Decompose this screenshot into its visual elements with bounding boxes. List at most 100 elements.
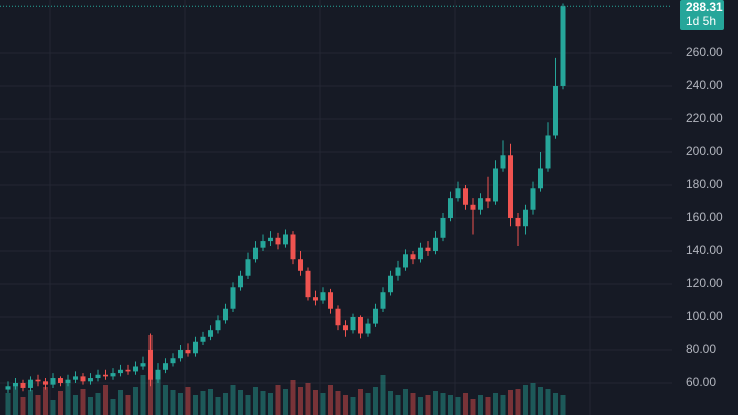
candle-body — [65, 379, 71, 383]
candle-body — [253, 247, 258, 260]
volume-bar — [268, 393, 273, 415]
candle-body — [313, 297, 318, 301]
candle-body — [103, 374, 108, 377]
volume-bar — [455, 397, 461, 415]
volume-bar — [140, 375, 146, 415]
candle-body — [493, 168, 498, 202]
volume-bar — [283, 389, 288, 415]
volume-bar — [403, 389, 408, 415]
volume-bar — [185, 387, 191, 415]
candle-body — [88, 378, 93, 382]
volume-bar — [193, 395, 198, 415]
y-tick-label: 260.00 — [686, 45, 723, 59]
volume-bar — [155, 380, 161, 415]
candle-body — [230, 287, 236, 309]
volume-bar — [178, 393, 183, 415]
volume-bar — [238, 390, 243, 415]
candle-body — [418, 247, 423, 260]
candle-body — [200, 336, 206, 342]
y-tick-label: 60.00 — [686, 375, 716, 389]
y-tick-label: 140.00 — [686, 243, 723, 257]
candle-body — [80, 376, 86, 382]
volume-bar — [545, 389, 551, 415]
y-tick-label: 240.00 — [686, 78, 723, 92]
candle-body — [455, 188, 461, 199]
volume-bar — [290, 380, 296, 415]
volume-bar — [358, 389, 363, 415]
candle-body — [245, 259, 251, 276]
volume-bar — [5, 393, 11, 415]
volume-bar — [95, 393, 101, 415]
volume-bar — [260, 391, 266, 415]
candle-body — [553, 85, 558, 136]
candle-body — [545, 135, 551, 169]
candle-body — [335, 308, 341, 326]
candle-body — [73, 376, 78, 380]
volume-bar — [463, 393, 468, 415]
candle-body — [463, 188, 468, 205]
candle-body — [193, 341, 198, 354]
candle-body — [410, 254, 416, 260]
candle-body — [238, 275, 243, 288]
candle-body — [470, 204, 476, 210]
candle-body — [448, 198, 453, 218]
candle-body — [433, 237, 438, 251]
volume-bar — [43, 387, 48, 415]
y-tick-label: 180.00 — [686, 177, 723, 191]
candle-body — [215, 320, 221, 331]
volume-bar — [125, 395, 131, 415]
candle-body — [560, 6, 566, 86]
candle-body — [343, 325, 348, 331]
volume-bar — [28, 390, 33, 415]
volume-bar — [553, 393, 558, 415]
candle-body — [140, 363, 146, 367]
candle-body — [515, 217, 521, 227]
candle-body — [403, 254, 408, 268]
volume-bar — [470, 399, 476, 415]
volume-bar — [170, 390, 176, 415]
volume-bar — [58, 391, 63, 415]
volume-bar — [388, 391, 393, 415]
candle-body — [20, 382, 26, 388]
volume-bar — [380, 375, 386, 415]
volume-bar — [538, 387, 543, 415]
y-tick-label: 80.00 — [686, 342, 716, 356]
volume-bar — [313, 390, 318, 415]
y-tick-label: 200.00 — [686, 144, 723, 158]
candle-body — [478, 198, 483, 210]
volume-bar — [395, 395, 401, 415]
candle-body — [373, 308, 378, 324]
volume-bar — [410, 393, 416, 415]
last-price-box — [680, 0, 724, 30]
volume-bar — [20, 397, 26, 415]
candle-body — [58, 378, 63, 383]
volume-bar — [298, 387, 303, 415]
candle-body — [538, 168, 543, 189]
volume-bar — [373, 387, 378, 415]
volume-bar — [35, 395, 41, 415]
candle-body — [268, 237, 273, 242]
candle-body — [523, 209, 528, 227]
volume-bar — [223, 393, 228, 415]
candle-body — [485, 198, 491, 202]
volume-bar — [343, 395, 348, 415]
candle-body — [425, 247, 431, 251]
candle-body — [110, 373, 116, 377]
candle-body — [290, 234, 296, 260]
y-tick-label: 160.00 — [686, 210, 723, 224]
volume-bar — [493, 393, 498, 415]
candle-body — [170, 358, 176, 364]
volume-bar — [335, 391, 341, 415]
candle-body — [365, 323, 371, 334]
volume-bar — [523, 385, 528, 415]
volume-bar — [118, 390, 123, 415]
volume-bar — [440, 393, 446, 415]
candle-body — [35, 379, 41, 382]
volume-bar — [530, 383, 536, 415]
volume-bar — [65, 380, 71, 415]
candle-body — [358, 316, 363, 334]
candle-body — [208, 330, 213, 337]
volume-bar — [508, 390, 513, 415]
volume-bar — [253, 387, 258, 415]
